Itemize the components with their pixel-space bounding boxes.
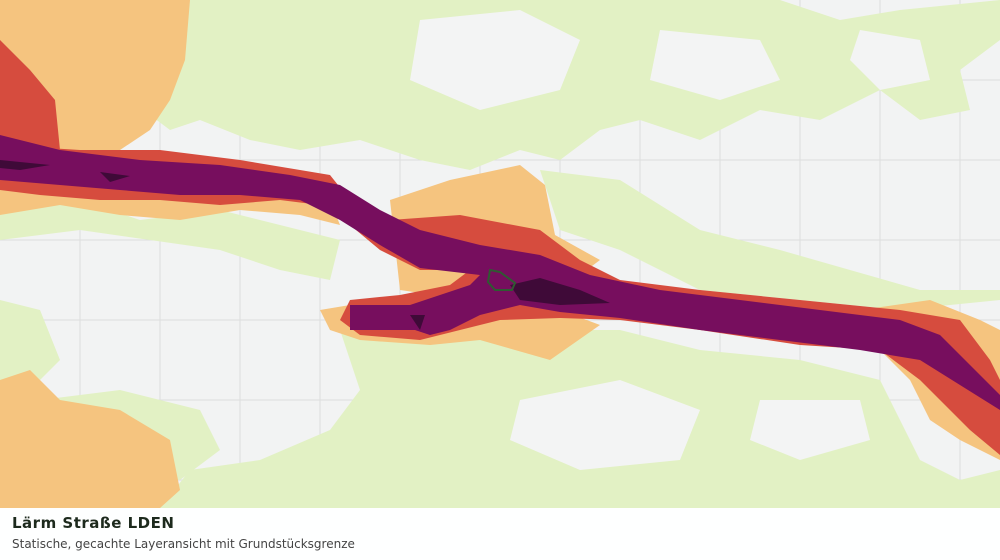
- quiet-patch: [410, 10, 930, 470]
- noise-zone-extreme: [0, 160, 610, 330]
- map-title: Lärm Straße LDEN: [12, 514, 175, 532]
- caption-panel: Lärm Straße LDEN Statische, gecachte Lay…: [0, 508, 1000, 560]
- parcel-boundary: [486, 268, 517, 291]
- noise-map: [0, 0, 1000, 508]
- map-subtitle: Statische, gecachte Layeransicht mit Gru…: [12, 537, 355, 551]
